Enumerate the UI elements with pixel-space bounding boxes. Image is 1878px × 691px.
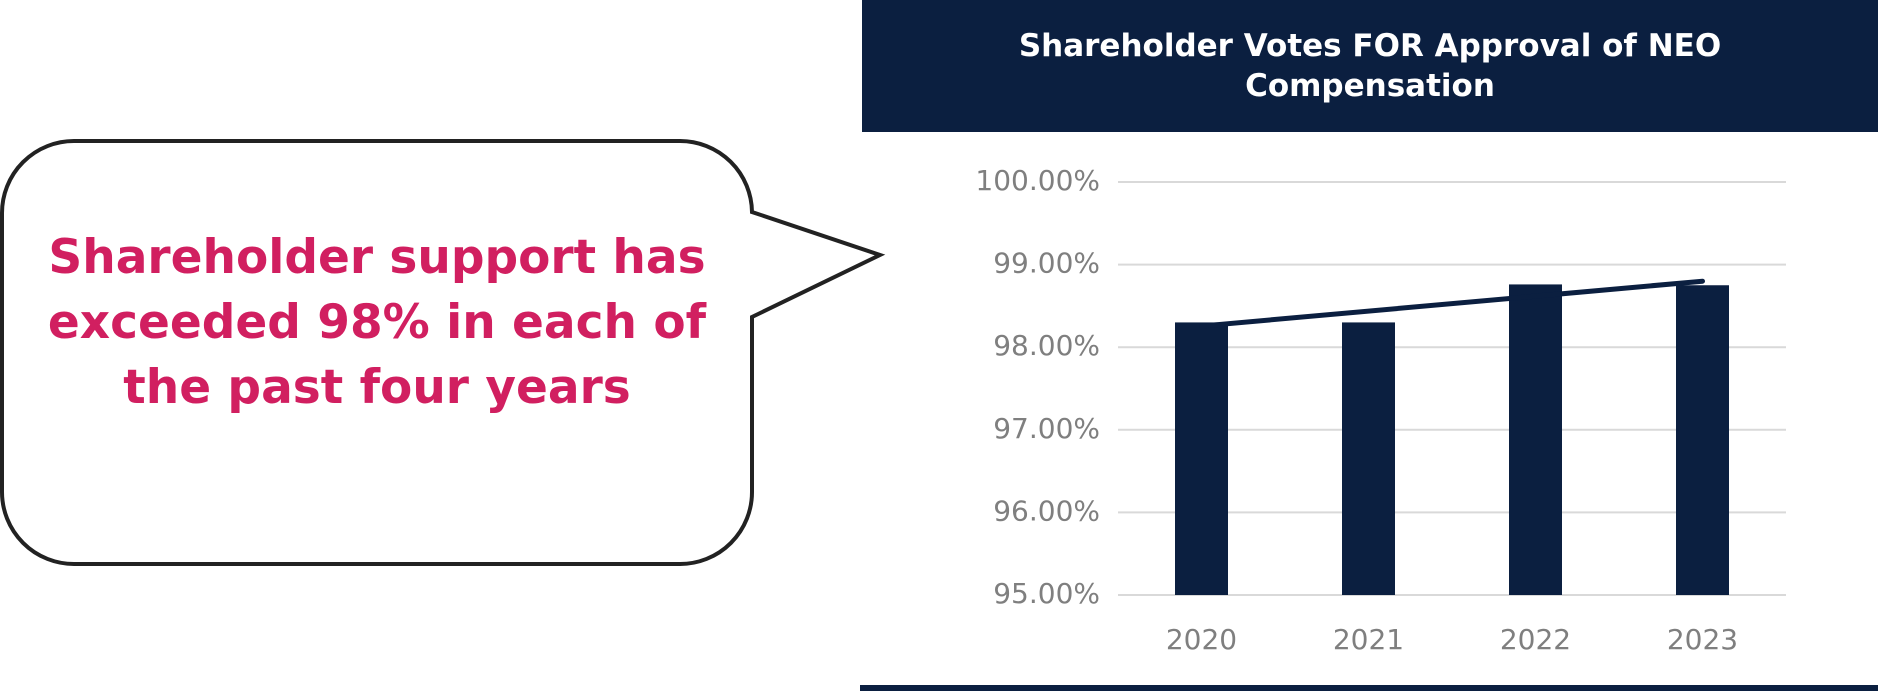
bar <box>1676 285 1729 595</box>
bar <box>1175 322 1228 595</box>
y-tick-label: 98.00% <box>993 329 1100 362</box>
x-tick-label: 2021 <box>1333 623 1404 656</box>
y-tick-label: 99.00% <box>993 247 1100 280</box>
bottom-rule <box>860 685 1878 691</box>
y-tick-label: 95.00% <box>993 577 1100 610</box>
callout-text: Shareholder support has exceeded 98% in … <box>47 230 707 415</box>
x-tick-label: 2022 <box>1500 623 1571 656</box>
chart-title: Shareholder Votes FOR Approval of NEO Co… <box>1018 28 1722 104</box>
bar <box>1509 284 1562 595</box>
title-banner <box>862 0 1878 132</box>
speech-bubble <box>0 139 886 566</box>
y-tick-label: 100.00% <box>975 164 1100 197</box>
x-tick-label: 2020 <box>1166 623 1237 656</box>
y-tick-label: 96.00% <box>993 494 1100 527</box>
y-tick-label: 97.00% <box>993 412 1100 445</box>
trend-line <box>1199 278 1705 329</box>
x-tick-label: 2023 <box>1667 623 1738 656</box>
bar <box>1342 322 1395 595</box>
